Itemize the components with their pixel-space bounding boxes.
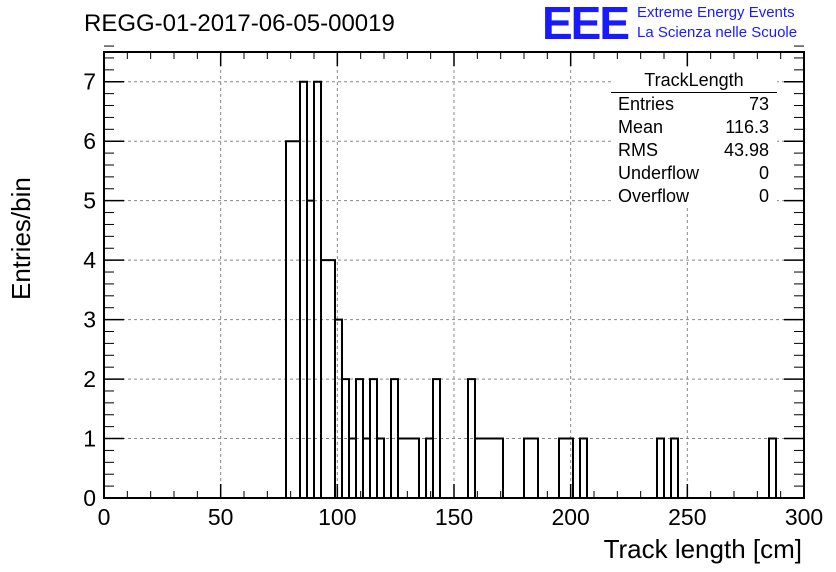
y-tick-label: 7: [83, 69, 96, 95]
org-text: Extreme Energy Events La Scienza nelle S…: [637, 3, 797, 43]
histogram-outline: [104, 80, 804, 499]
y-tick-label: 4: [83, 247, 96, 273]
stats-value: 0: [758, 163, 769, 183]
x-tick-label: 200: [551, 504, 589, 530]
stats-label: Mean: [618, 117, 664, 137]
org-line-1: Extreme Energy Events: [637, 4, 795, 21]
x-tick-label: 0: [98, 504, 111, 530]
stats-row-entries: Entries 73: [611, 93, 777, 116]
y-tick-label: 0: [83, 485, 96, 511]
x-tick-label: 300: [785, 504, 823, 530]
y-tick-label: 1: [83, 426, 96, 452]
stats-value: 116.3: [725, 117, 769, 137]
x-axis-label: Track length [cm]: [603, 534, 802, 564]
stats-box: TrackLength Entries 73 Mean 116.3 RMS 43…: [611, 70, 777, 208]
y-tick-label: 3: [83, 307, 96, 333]
stats-row-overflow: Overflow 0: [611, 185, 777, 208]
stats-label: Entries: [618, 94, 675, 114]
x-tick-label: 250: [668, 504, 706, 530]
y-tick-label: 6: [83, 128, 96, 154]
x-tick-label: 100: [318, 504, 356, 530]
stats-label: Overflow: [618, 186, 690, 206]
stats-row-underflow: Underflow 0: [611, 162, 777, 185]
chart-title: REGG-01-2017-06-05-00019: [84, 10, 395, 37]
tick-labels: 0 50 100 150 200 250 300 0 1 2 3 4 5 6 7: [83, 69, 823, 530]
stats-title: TrackLength: [611, 70, 777, 93]
stats-row-mean: Mean 116.3: [611, 116, 777, 139]
stats-row-rms: RMS 43.98: [611, 139, 777, 162]
axis-ticks: [103, 45, 805, 499]
stats-label: RMS: [618, 140, 658, 160]
y-tick-label: 2: [83, 366, 96, 392]
y-axis-label: Entries/bin: [6, 177, 36, 300]
org-line-2: La Scienza nelle Scuole: [637, 24, 798, 41]
eee-logo: EEE: [542, 0, 630, 49]
stats-value: 73: [748, 94, 769, 114]
y-tick-label: 5: [83, 188, 96, 214]
stats-value: 0: [758, 186, 769, 206]
x-tick-label: 150: [435, 504, 473, 530]
stats-label: Underflow: [618, 163, 700, 183]
stats-value: 43.98: [723, 140, 769, 160]
x-tick-label: 50: [208, 504, 234, 530]
